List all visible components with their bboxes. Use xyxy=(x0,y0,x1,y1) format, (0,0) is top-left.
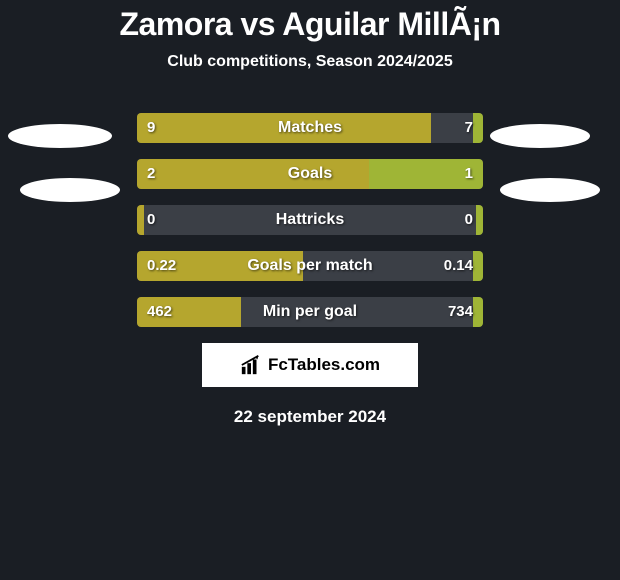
snapshot-date: 22 september 2024 xyxy=(0,407,620,427)
stat-label: Min per goal xyxy=(137,297,483,327)
site-logo-text: FcTables.com xyxy=(268,355,380,375)
site-logo-box: FcTables.com xyxy=(202,343,418,387)
stat-label: Goals xyxy=(137,159,483,189)
comparison-subtitle: Club competitions, Season 2024/2025 xyxy=(0,53,620,71)
stat-bar-row: 00Hattricks xyxy=(137,205,483,235)
stat-bar-row: 0.220.14Goals per match xyxy=(137,251,483,281)
stat-bar-row: 462734Min per goal xyxy=(137,297,483,327)
stat-label: Matches xyxy=(137,113,483,143)
player-silhouette-ellipse xyxy=(8,124,112,148)
stat-bars-container: 97Matches 21Goals 00Hattricks 0.220.14Goals… xyxy=(137,113,483,327)
stat-bar-row: 97Matches xyxy=(137,113,483,143)
player-silhouette-ellipse xyxy=(500,178,600,202)
stat-bar-row: 21Goals xyxy=(137,159,483,189)
stat-label: Goals per match xyxy=(137,251,483,281)
player-silhouette-ellipse xyxy=(20,178,120,202)
bar-chart-icon xyxy=(240,354,262,376)
comparison-title: Zamora vs Aguilar MillÃ¡n xyxy=(0,0,620,43)
stat-label: Hattricks xyxy=(137,205,483,235)
player-silhouette-ellipse xyxy=(490,124,590,148)
